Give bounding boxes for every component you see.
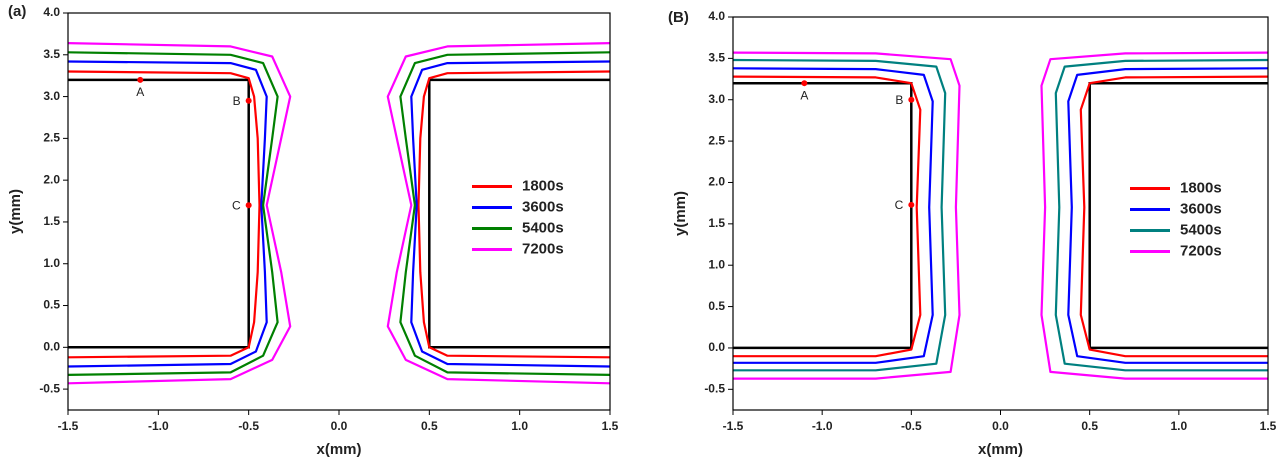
x-tick-label: -1.5 <box>58 419 79 433</box>
x-tick-label: 0.0 <box>992 419 1009 433</box>
x-axis-label: x(mm) <box>978 441 1023 458</box>
x-tick-label: 0.5 <box>421 419 438 433</box>
x-tick-label: 0.0 <box>331 419 348 433</box>
y-tick-label: 3.0 <box>43 89 60 103</box>
point-marker <box>908 96 915 103</box>
legend-label: 5400s <box>522 219 564 236</box>
y-tick-label: 2.0 <box>43 172 60 186</box>
point-marker <box>801 80 808 87</box>
y-tick-label: 0.0 <box>708 340 725 354</box>
legend-label: 1800s <box>522 177 564 194</box>
y-tick-label: 1.0 <box>708 257 725 271</box>
y-axis-label: y(mm) <box>672 191 689 236</box>
y-tick-label: 2.5 <box>708 133 725 147</box>
x-tick-label: 0.5 <box>1081 419 1098 433</box>
legend-label: 1800s <box>1180 179 1222 196</box>
y-tick-label: 1.5 <box>43 214 60 228</box>
x-tick-label: 1.5 <box>1260 419 1277 433</box>
y-tick-label: -0.5 <box>704 381 725 395</box>
y-tick-label: 2.5 <box>43 131 60 145</box>
y-tick-label: 2.0 <box>708 175 725 189</box>
plot-frame <box>67 12 611 411</box>
panel-label: (a) <box>8 3 26 20</box>
point-marker <box>137 76 144 83</box>
x-tick-label: -1.5 <box>723 419 744 433</box>
mask-outline <box>733 81 1268 350</box>
contour-line <box>732 51 1269 380</box>
point-marker <box>245 202 252 209</box>
y-tick-label: 3.0 <box>708 92 725 106</box>
contour-line <box>67 70 611 359</box>
x-tick-label: 1.0 <box>511 419 528 433</box>
mask-outline <box>68 78 610 349</box>
plot-frame <box>732 16 1269 411</box>
contour-line <box>732 75 1269 358</box>
point-label: B <box>895 93 903 107</box>
x-tick-label: -1.0 <box>812 419 833 433</box>
point-label: B <box>233 94 241 108</box>
y-tick-label: 0.0 <box>43 339 60 353</box>
y-tick-label: 0.5 <box>43 298 60 312</box>
contour-line <box>67 51 611 376</box>
y-tick-label: 1.0 <box>43 256 60 270</box>
contour-line <box>732 58 1269 372</box>
point-label: A <box>800 88 808 102</box>
y-tick-label: 4.0 <box>43 5 60 19</box>
x-tick-label: -0.5 <box>238 419 259 433</box>
contour-line <box>67 42 611 385</box>
x-tick-label: -0.5 <box>901 419 922 433</box>
point-label: A <box>136 85 144 99</box>
point-marker <box>908 201 915 208</box>
y-tick-label: 4.0 <box>708 9 725 23</box>
x-tick-label: -1.0 <box>148 419 169 433</box>
x-axis-label: x(mm) <box>316 441 361 458</box>
x-tick-label: 1.0 <box>1170 419 1187 433</box>
panel-label: (B) <box>668 9 689 26</box>
panel: (B) -1.5 -1.0 -0.5 0.0 0.5 1.0 1.5 -0.5 0.0 0.5 1.0… <box>668 9 1277 458</box>
point-label: C <box>895 198 904 212</box>
legend-label: 7200s <box>1180 242 1222 259</box>
point-marker <box>245 97 252 104</box>
point-label: C <box>232 198 241 212</box>
y-tick-label: 3.5 <box>43 47 60 61</box>
legend-label: 3600s <box>522 198 564 215</box>
y-axis-label: y(mm) <box>7 189 24 234</box>
y-tick-label: 1.5 <box>708 216 725 230</box>
y-tick-label: -0.5 <box>39 381 60 395</box>
legend-label: 5400s <box>1180 221 1222 238</box>
contour-line <box>67 60 611 368</box>
legend-label: 7200s <box>522 240 564 257</box>
x-tick-label: 1.5 <box>602 419 619 433</box>
panel: (a) -1.5 -1.0 -0.5 0.0 0.5 1.0 1.5 -0.5 0.0 0.5 1.0… <box>7 3 619 458</box>
legend-label: 3600s <box>1180 200 1222 217</box>
y-tick-label: 0.5 <box>708 299 725 313</box>
contour-line <box>732 67 1269 364</box>
y-tick-label: 3.5 <box>708 51 725 65</box>
